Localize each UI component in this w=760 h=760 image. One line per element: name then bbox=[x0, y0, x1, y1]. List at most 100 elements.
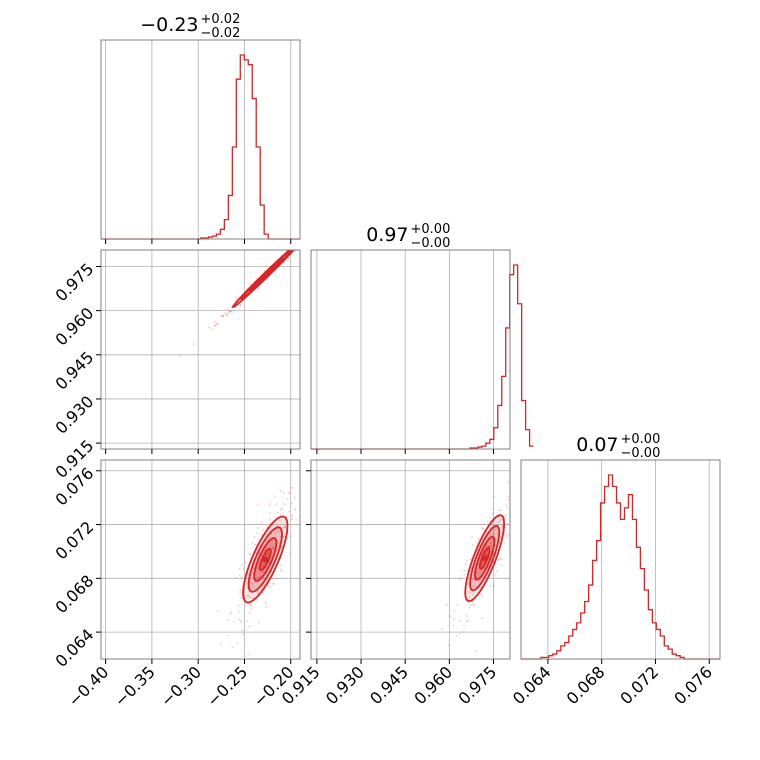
histogram-1 bbox=[311, 264, 534, 450]
scatter-point bbox=[458, 619, 461, 622]
scatter-point bbox=[445, 603, 448, 606]
scatter-point bbox=[303, 234, 305, 236]
mean-point bbox=[481, 555, 488, 562]
scatter-point bbox=[271, 583, 274, 585]
scatter-point bbox=[277, 531, 279, 534]
scatter-point bbox=[252, 584, 254, 586]
y-tick-label: 0.960 bbox=[52, 304, 98, 350]
scatter-point bbox=[294, 508, 297, 511]
scatter-point bbox=[257, 526, 259, 529]
scatter-point bbox=[226, 308, 229, 311]
scatter-point bbox=[302, 239, 304, 241]
scatter-point bbox=[265, 566, 268, 569]
x-tick-label: 0.068 bbox=[563, 662, 609, 708]
scatter-point bbox=[287, 491, 290, 494]
scatter-point bbox=[240, 597, 243, 599]
scatter-point bbox=[262, 591, 265, 594]
scatter-point bbox=[468, 596, 471, 598]
scatter-point bbox=[302, 554, 304, 556]
scatter-point bbox=[333, 213, 335, 215]
scatter-point bbox=[241, 576, 243, 579]
x-tick-label: 0.076 bbox=[670, 662, 716, 708]
scatter-point bbox=[302, 240, 304, 242]
scatter-point bbox=[280, 546, 283, 549]
scatter-point bbox=[249, 553, 252, 556]
scatter-point bbox=[224, 314, 227, 316]
scatter-point bbox=[475, 649, 478, 652]
scatter-point bbox=[505, 514, 507, 517]
scatter-point bbox=[261, 570, 264, 573]
scatter-point bbox=[268, 512, 271, 515]
scatter-point bbox=[497, 558, 500, 561]
scatter-point bbox=[258, 576, 261, 578]
scatter-point bbox=[238, 574, 241, 577]
scatter-point bbox=[295, 246, 297, 248]
scatter-point bbox=[467, 582, 470, 585]
scatter-point bbox=[489, 533, 492, 536]
x-tick-label: 0.064 bbox=[509, 662, 555, 708]
scatter-point bbox=[490, 541, 492, 544]
scatter-point bbox=[275, 524, 278, 526]
scatter-point bbox=[256, 532, 259, 535]
scatter-point bbox=[515, 486, 517, 488]
scatter-point bbox=[247, 572, 249, 575]
title-minus: −0.00 bbox=[411, 236, 451, 251]
scatter-point bbox=[493, 533, 496, 536]
scatter-point bbox=[487, 536, 489, 539]
scatter-point bbox=[237, 604, 240, 607]
scatter-point bbox=[288, 552, 291, 555]
scatter-point bbox=[289, 492, 292, 495]
scatter-point bbox=[257, 592, 259, 595]
axes-frame bbox=[100, 249, 301, 450]
scatter-point bbox=[274, 495, 277, 498]
scatter-point bbox=[254, 543, 256, 546]
scatter-point bbox=[491, 512, 493, 514]
title-value: 0.97 bbox=[366, 224, 408, 246]
title-plus: +0.00 bbox=[411, 222, 451, 237]
scatter-point bbox=[247, 652, 250, 655]
scatter-point bbox=[507, 481, 509, 483]
scatter-point bbox=[293, 496, 296, 499]
scatter-point bbox=[293, 246, 295, 248]
scatter-point bbox=[481, 617, 483, 620]
scatter-point bbox=[307, 231, 309, 233]
scatter-point bbox=[280, 570, 283, 572]
scatter-point bbox=[489, 542, 492, 545]
scatter-point bbox=[298, 244, 300, 246]
scatter-point bbox=[217, 323, 220, 326]
scatter-point bbox=[268, 586, 270, 589]
density-pair_2_0 bbox=[216, 486, 304, 655]
scatter-point bbox=[229, 310, 232, 313]
scatter-point bbox=[238, 567, 241, 570]
x-tick-label: 0.975 bbox=[455, 662, 501, 708]
scatter-point bbox=[270, 533, 273, 536]
scatter-point bbox=[478, 537, 480, 540]
scatter-point bbox=[317, 221, 319, 223]
axes-frame bbox=[310, 249, 511, 450]
scatter-point bbox=[242, 633, 245, 636]
scatter-point bbox=[286, 498, 289, 501]
scatter-point bbox=[514, 497, 516, 499]
scatter-point bbox=[192, 343, 195, 345]
scatter-point bbox=[530, 460, 532, 462]
scatter-point bbox=[481, 527, 484, 530]
scatter-point bbox=[505, 504, 508, 506]
scatter-point bbox=[463, 573, 466, 576]
scatter-point bbox=[468, 606, 471, 609]
scatter-point bbox=[260, 564, 263, 567]
scatter-point bbox=[267, 553, 270, 556]
axes-frame bbox=[520, 459, 721, 660]
axes-frame bbox=[100, 459, 301, 660]
scatter-point bbox=[471, 577, 474, 580]
y-tick-label: 0.072 bbox=[52, 517, 98, 563]
scatter-point bbox=[500, 564, 503, 566]
scatter-point bbox=[489, 585, 491, 588]
scatter-point bbox=[239, 619, 242, 622]
scatter-point bbox=[471, 535, 474, 538]
scatter-point bbox=[302, 236, 304, 238]
scatter-point bbox=[247, 594, 250, 597]
scatter-point bbox=[308, 233, 310, 235]
scatter-point bbox=[466, 620, 469, 622]
scatter-point bbox=[220, 314, 223, 317]
scatter-point bbox=[269, 585, 272, 588]
